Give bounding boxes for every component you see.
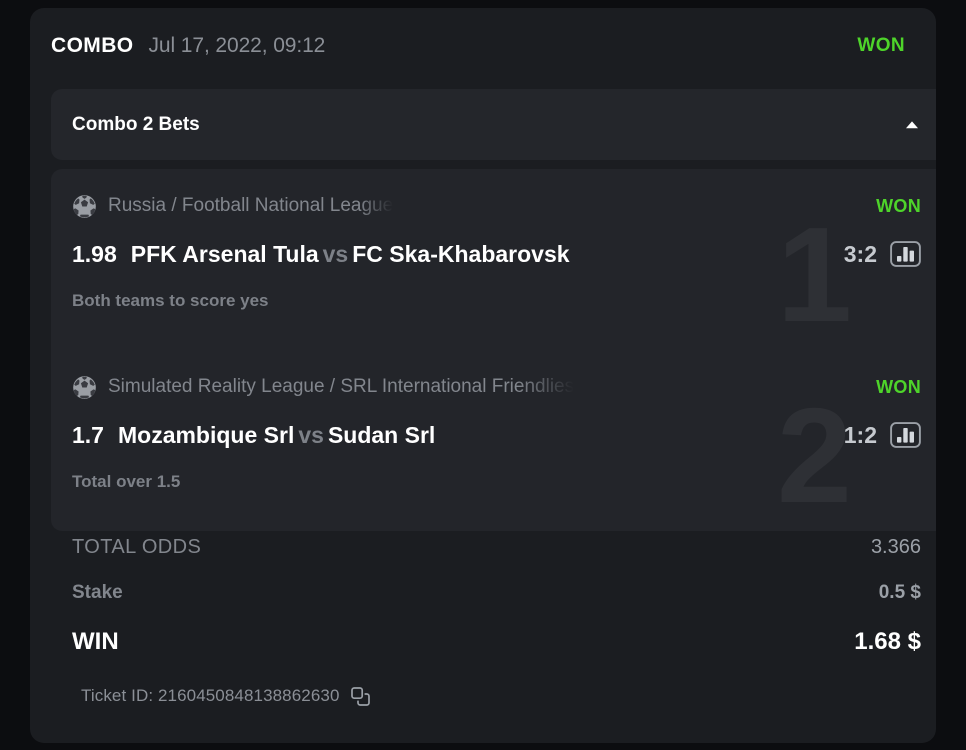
vs-separator: vs (322, 240, 349, 267)
home-team: PFK Arsenal Tula (130, 240, 319, 267)
bet-teams: PFK Arsenal Tula vs FC Ska-Khabarovsk (131, 241, 570, 268)
bet-index-watermark: 1 (776, 199, 852, 350)
list-item[interactable]: 2 Simulated Reality League / SRL Interna (51, 350, 936, 531)
total-odds-row: TOTAL ODDS 3.366 (72, 536, 921, 582)
total-odds-value: 3.366 (870, 536, 921, 558)
bet-match-row: 1.7 Mozambique Srl vs Sudan Srl 1:2 (72, 415, 921, 455)
ticket-type-label: COMBO (51, 34, 134, 57)
bet-score-group: 3:2 (828, 241, 921, 268)
bar-chart-stats-icon[interactable] (890, 422, 921, 448)
combo-summary-bar[interactable]: Combo 2 Bets (51, 89, 936, 160)
home-team: Mozambique Srl (117, 421, 295, 448)
bet-score: 3:2 (843, 240, 877, 267)
bet-odds: 1.7 (72, 421, 104, 448)
bet-league-row: Simulated Reality League / SRL Internati… (72, 372, 921, 402)
bet-league-row: Russia / Football National League WON (72, 191, 921, 221)
combo-summary-label: Combo 2 Bets (72, 113, 200, 135)
away-team: FC Ska-Khabarovsk (352, 240, 570, 267)
away-team: Sudan Srl (327, 421, 436, 448)
stake-value: 0.5 $ (878, 582, 921, 603)
bet-match-row: 1.98 PFK Arsenal Tula vs FC Ska-Khabarovsk… (72, 234, 921, 274)
win-row: WIN 1.68 $ (72, 628, 921, 674)
bar-chart-stats-icon[interactable] (890, 241, 921, 267)
list-item[interactable]: 1 Russia / Football National League (51, 169, 936, 350)
bet-ticket-card: COMBO Jul 17, 2022, 09:12 WON Combo 2 Be… (30, 8, 936, 743)
copy-icon[interactable] (350, 686, 370, 706)
stake-row: Stake 0.5 $ (72, 582, 921, 628)
bet-status-badge: WON (876, 376, 921, 397)
bet-league-name: Simulated Reality League / SRL Internati… (108, 376, 575, 397)
ticket-status-badge: WON (857, 35, 905, 56)
win-label: WIN (72, 628, 119, 655)
bet-market: Total over 1.5 (72, 472, 181, 491)
total-odds-label: TOTAL ODDS (72, 536, 202, 558)
totals-section: TOTAL ODDS 3.366 Stake 0.5 $ WIN 1.68 $ (51, 536, 936, 674)
ticket-id-row: Ticket ID: 2160450848138862630 (51, 686, 370, 706)
bets-list: 1 Russia / Football National League (51, 169, 936, 531)
triangle-up-icon[interactable] (900, 113, 924, 137)
bet-league-name: Russia / Football National League (108, 195, 394, 216)
ticket-id-text: Ticket ID: 2160450848138862630 (81, 686, 340, 705)
ticket-header: COMBO Jul 17, 2022, 09:12 WON (30, 8, 936, 84)
soccer-ball-icon (72, 194, 97, 219)
soccer-ball-icon (72, 375, 97, 400)
bet-score-group: 1:2 (828, 422, 921, 449)
ticket-date: Jul 17, 2022, 09:12 (148, 34, 326, 57)
stake-label: Stake (72, 582, 123, 603)
bet-score: 1:2 (843, 421, 877, 448)
bet-index-watermark: 2 (776, 380, 852, 531)
win-value: 1.68 $ (854, 628, 921, 655)
bet-status-badge: WON (876, 195, 921, 216)
bet-market: Both teams to score yes (72, 291, 269, 310)
vs-separator: vs (298, 421, 324, 448)
bet-teams: Mozambique Srl vs Sudan Srl (118, 422, 435, 449)
bet-odds: 1.98 (72, 240, 117, 267)
